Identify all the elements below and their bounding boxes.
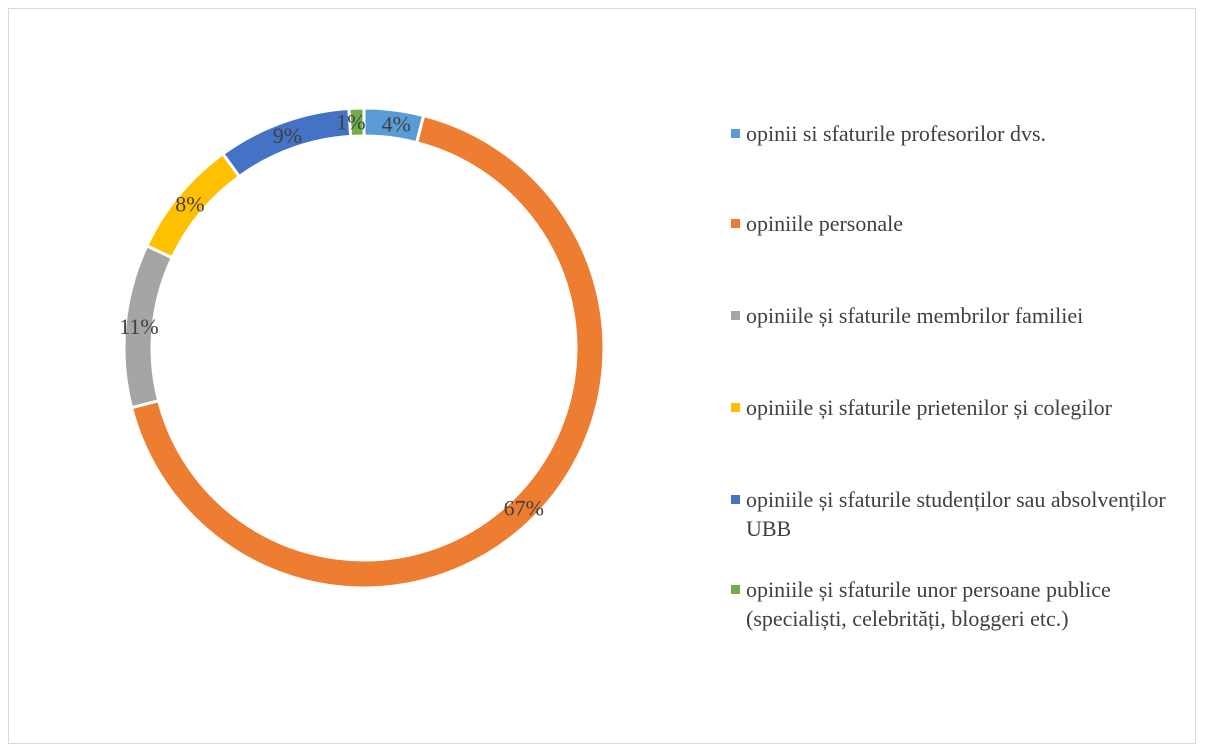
donut-chart: 4% 67% 11% 8% 9% 1% bbox=[119, 106, 606, 590]
legend-label-1: opiniile personale bbox=[746, 211, 904, 236]
legend-label-4: opiniile și sfaturile studenților sau ab… bbox=[746, 487, 1166, 541]
legend-label-3: opiniile și sfaturile prietenilor și col… bbox=[746, 395, 1112, 420]
legend-swatch-3 bbox=[731, 403, 740, 412]
data-label-4: 9% bbox=[273, 123, 302, 148]
slice-5 bbox=[347, 106, 366, 139]
legend-swatch-4 bbox=[731, 495, 740, 504]
legend-swatch-2 bbox=[731, 311, 740, 320]
legend-item-3: opiniile și sfaturile prietenilor și col… bbox=[731, 393, 1206, 422]
data-labels: 4% 67% 11% 8% 9% 1% bbox=[119, 110, 544, 521]
legend-swatch-0 bbox=[731, 129, 740, 138]
data-label-2: 11% bbox=[119, 314, 159, 339]
legend-item-2: opiniile și sfaturile membrilor familiei bbox=[731, 301, 1206, 330]
data-label-0: 4% bbox=[382, 111, 411, 136]
slice-1 bbox=[129, 113, 606, 590]
legend-label-0: opinii si sfaturile profesorilor dvs. bbox=[746, 121, 1047, 146]
donut-slices bbox=[122, 106, 606, 590]
legend-item-1: opiniile personale bbox=[731, 209, 1206, 238]
data-label-5: 1% bbox=[336, 110, 365, 135]
legend-item-0: opinii si sfaturile profesorilor dvs. bbox=[731, 119, 1206, 148]
data-label-3: 8% bbox=[175, 191, 204, 216]
data-label-1: 67% bbox=[504, 495, 544, 520]
chart-frame: 4% 67% 11% 8% 9% 1% opinii si sfaturile profe… bbox=[8, 8, 1196, 744]
legend-item-5: opiniile și sfaturile unor persoane publ… bbox=[731, 575, 1206, 633]
legend-swatch-5 bbox=[731, 585, 740, 594]
legend-swatch-1 bbox=[731, 219, 740, 228]
legend-label-2: opiniile și sfaturile membrilor familiei bbox=[746, 303, 1084, 328]
legend-item-4: opiniile și sfaturile studenților sau ab… bbox=[731, 485, 1206, 543]
legend-label-5: opiniile și sfaturile unor persoane publ… bbox=[746, 577, 1111, 631]
